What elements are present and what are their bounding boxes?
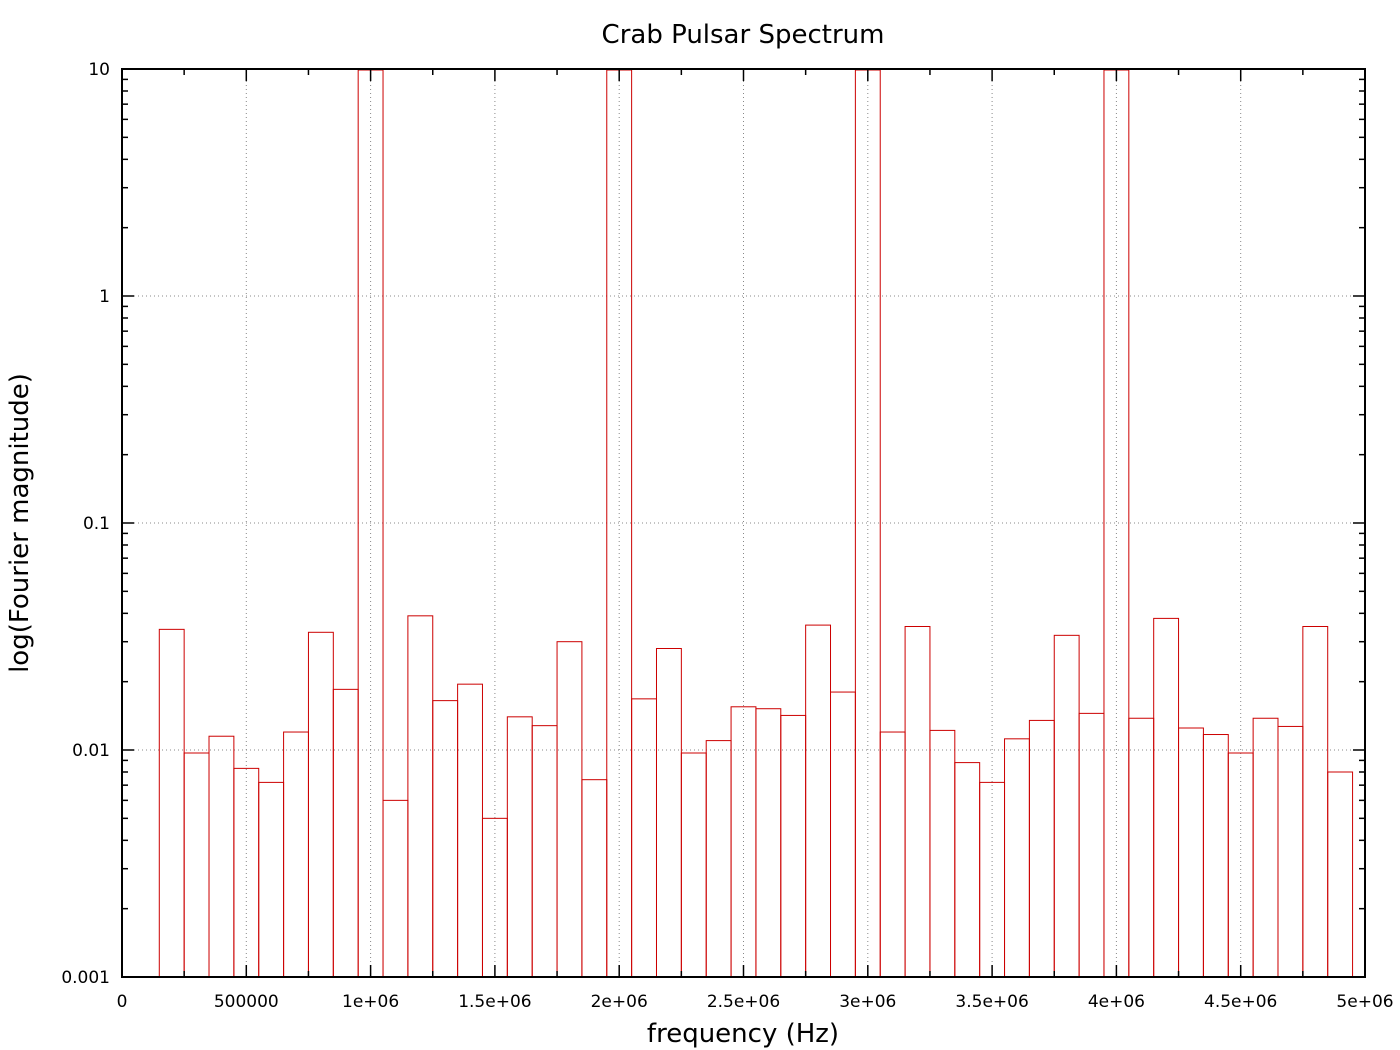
bar (307, 631, 334, 978)
plot-frame (121, 68, 1366, 978)
bar (1004, 738, 1030, 978)
bar (755, 708, 782, 978)
bar (655, 647, 682, 978)
bar (680, 752, 707, 978)
bar (283, 731, 309, 978)
bar (805, 624, 832, 978)
bar (1128, 717, 1155, 978)
x-tick-label: 4e+06 (1088, 992, 1145, 1012)
x-tick-label: 500000 (214, 992, 279, 1012)
bar (556, 641, 583, 978)
bar (1302, 625, 1329, 978)
x-tick-label: 5e+06 (1336, 992, 1393, 1012)
bar (1053, 634, 1080, 978)
x-axis-label: frequency (Hz) (647, 1019, 839, 1049)
bar (1277, 725, 1304, 978)
y-tick-label: 0.1 (83, 514, 110, 534)
x-tick-label: 3.5e+06 (955, 992, 1028, 1012)
bar (506, 716, 533, 978)
y-tick-label: 0.001 (61, 968, 110, 988)
bar (208, 735, 235, 978)
bar (1028, 719, 1055, 978)
x-tick-label: 2e+06 (591, 992, 648, 1012)
bar (581, 779, 608, 978)
y-tick-label: 10 (88, 60, 110, 80)
bar (929, 729, 956, 978)
bar (904, 625, 931, 978)
bar (1153, 617, 1180, 978)
bar (183, 752, 210, 978)
bar (780, 714, 807, 978)
bar (830, 691, 856, 978)
bar (407, 615, 434, 978)
grid-layer (122, 69, 1365, 977)
bar (1327, 771, 1354, 978)
bar (705, 740, 732, 978)
bar (1178, 727, 1204, 978)
bar (954, 762, 981, 978)
y-axis-label: log(Fourier magnitude) (5, 373, 35, 673)
x-tick-label: 1e+06 (342, 992, 399, 1012)
bar (979, 781, 1006, 978)
bar (1202, 734, 1229, 978)
bar (1103, 69, 1130, 978)
x-tick-label: 1.5e+06 (458, 992, 531, 1012)
x-tick-label: 0 (117, 992, 128, 1012)
y-tick-label: 0.01 (72, 741, 110, 761)
label-layer: 0 500000 1e+06 1.5e+06 2e+06 2.5e+06 3e+06 3.5e… (61, 60, 1393, 1012)
x-tick-label: 2.5e+06 (707, 992, 780, 1012)
bar (258, 781, 285, 978)
bar (158, 628, 185, 978)
y-tick-label: 1 (99, 287, 110, 307)
bar (382, 799, 409, 978)
bar (531, 725, 558, 978)
bar (631, 698, 657, 978)
bar (879, 731, 906, 978)
bar (457, 683, 483, 978)
bar (854, 69, 881, 978)
chart-title: Crab Pulsar Spectrum (602, 20, 885, 50)
bar (1252, 717, 1279, 978)
x-tick-label: 3e+06 (839, 992, 896, 1012)
x-tick-label: 4.5e+06 (1204, 992, 1277, 1012)
bar (332, 688, 359, 978)
bar (1078, 712, 1105, 978)
bar (432, 700, 459, 978)
